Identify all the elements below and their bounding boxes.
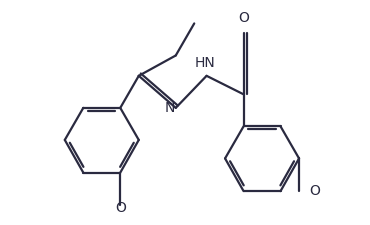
Text: HN: HN <box>195 56 216 70</box>
Text: O: O <box>310 184 320 198</box>
Text: N: N <box>165 101 175 115</box>
Text: O: O <box>238 11 249 25</box>
Text: O: O <box>115 200 126 214</box>
